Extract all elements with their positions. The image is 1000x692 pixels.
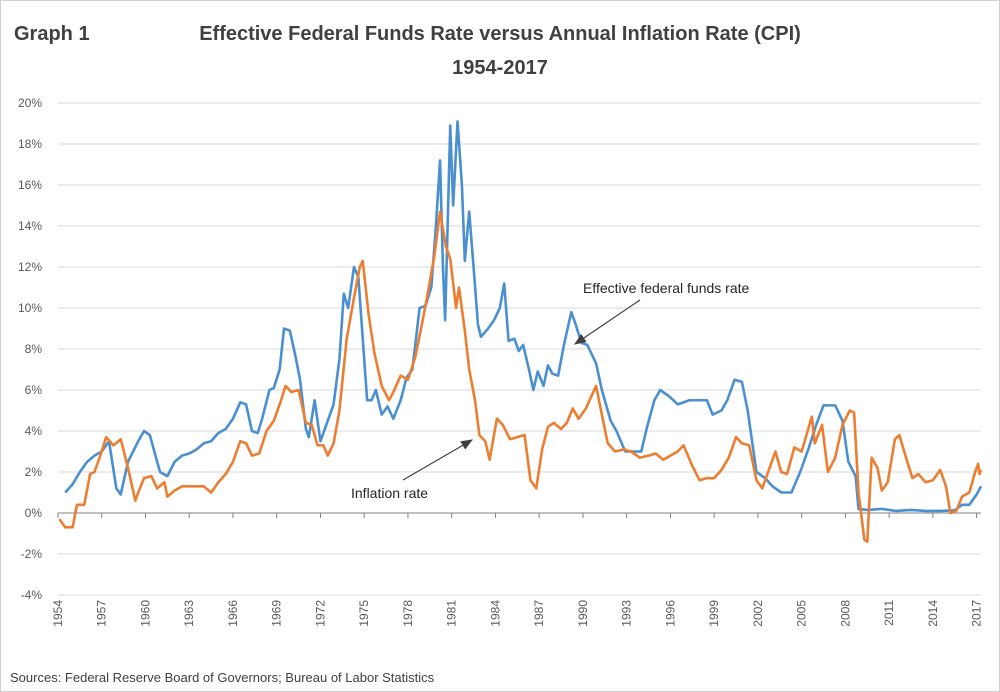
series-line <box>58 210 983 543</box>
source-note: Sources: Federal Reserve Board of Govern… <box>10 670 435 685</box>
x-tick-label: 1978 <box>401 600 415 627</box>
y-tick-label: 10% <box>18 301 42 315</box>
x-tick-label: 1999 <box>707 600 721 627</box>
x-tick-label: 1960 <box>138 600 152 627</box>
x-tick-label: 1975 <box>357 600 371 627</box>
annotation-arrow <box>402 439 474 481</box>
y-tick-label: 4% <box>25 424 43 438</box>
y-tick-label: -4% <box>21 588 43 602</box>
y-tick-label: -2% <box>21 547 43 561</box>
x-tick-label: 2017 <box>970 600 984 627</box>
x-tick-label: 2011 <box>882 600 896 626</box>
x-tick-label: 1981 <box>445 600 459 627</box>
y-tick-label: 16% <box>18 178 42 192</box>
y-tick-label: 0% <box>25 506 43 520</box>
chart-title: Effective Federal Funds Rate versus Annu… <box>199 23 801 45</box>
x-tick-label: 1993 <box>620 600 634 627</box>
x-tick-label: 1969 <box>270 600 284 627</box>
chart-subtitle: 1954-2017 <box>452 57 548 79</box>
y-tick-label: 2% <box>25 465 43 479</box>
x-tick-label: 2014 <box>926 600 940 627</box>
series-line <box>64 120 983 513</box>
annotation-arrow <box>574 299 641 345</box>
x-tick-label: 1987 <box>532 600 546 627</box>
y-tick-label: 14% <box>18 219 42 233</box>
x-tick-label: 1957 <box>95 600 109 627</box>
series-annotation: Inflation rate <box>351 485 428 501</box>
x-tick-label: 2005 <box>795 600 809 627</box>
series-annotation: Effective federal funds rate <box>583 280 749 296</box>
y-tick-label: 20% <box>18 96 42 110</box>
x-tick-label: 1963 <box>182 600 196 627</box>
x-tick-label: 2002 <box>751 600 765 627</box>
x-tick-label: 1972 <box>313 600 327 627</box>
x-tick-label: 1954 <box>51 600 65 627</box>
x-tick-label: 2008 <box>838 600 852 627</box>
x-tick-label: 1996 <box>663 600 677 627</box>
y-tick-label: 6% <box>25 383 43 397</box>
y-tick-label: 8% <box>25 342 43 356</box>
x-tick-label: 1990 <box>576 600 590 627</box>
graph-label: Graph 1 <box>14 23 90 45</box>
x-tick-label: 1984 <box>488 600 502 627</box>
y-tick-label: 18% <box>18 137 42 151</box>
y-tick-label: 12% <box>18 260 42 274</box>
x-tick-label: 1966 <box>226 600 240 627</box>
